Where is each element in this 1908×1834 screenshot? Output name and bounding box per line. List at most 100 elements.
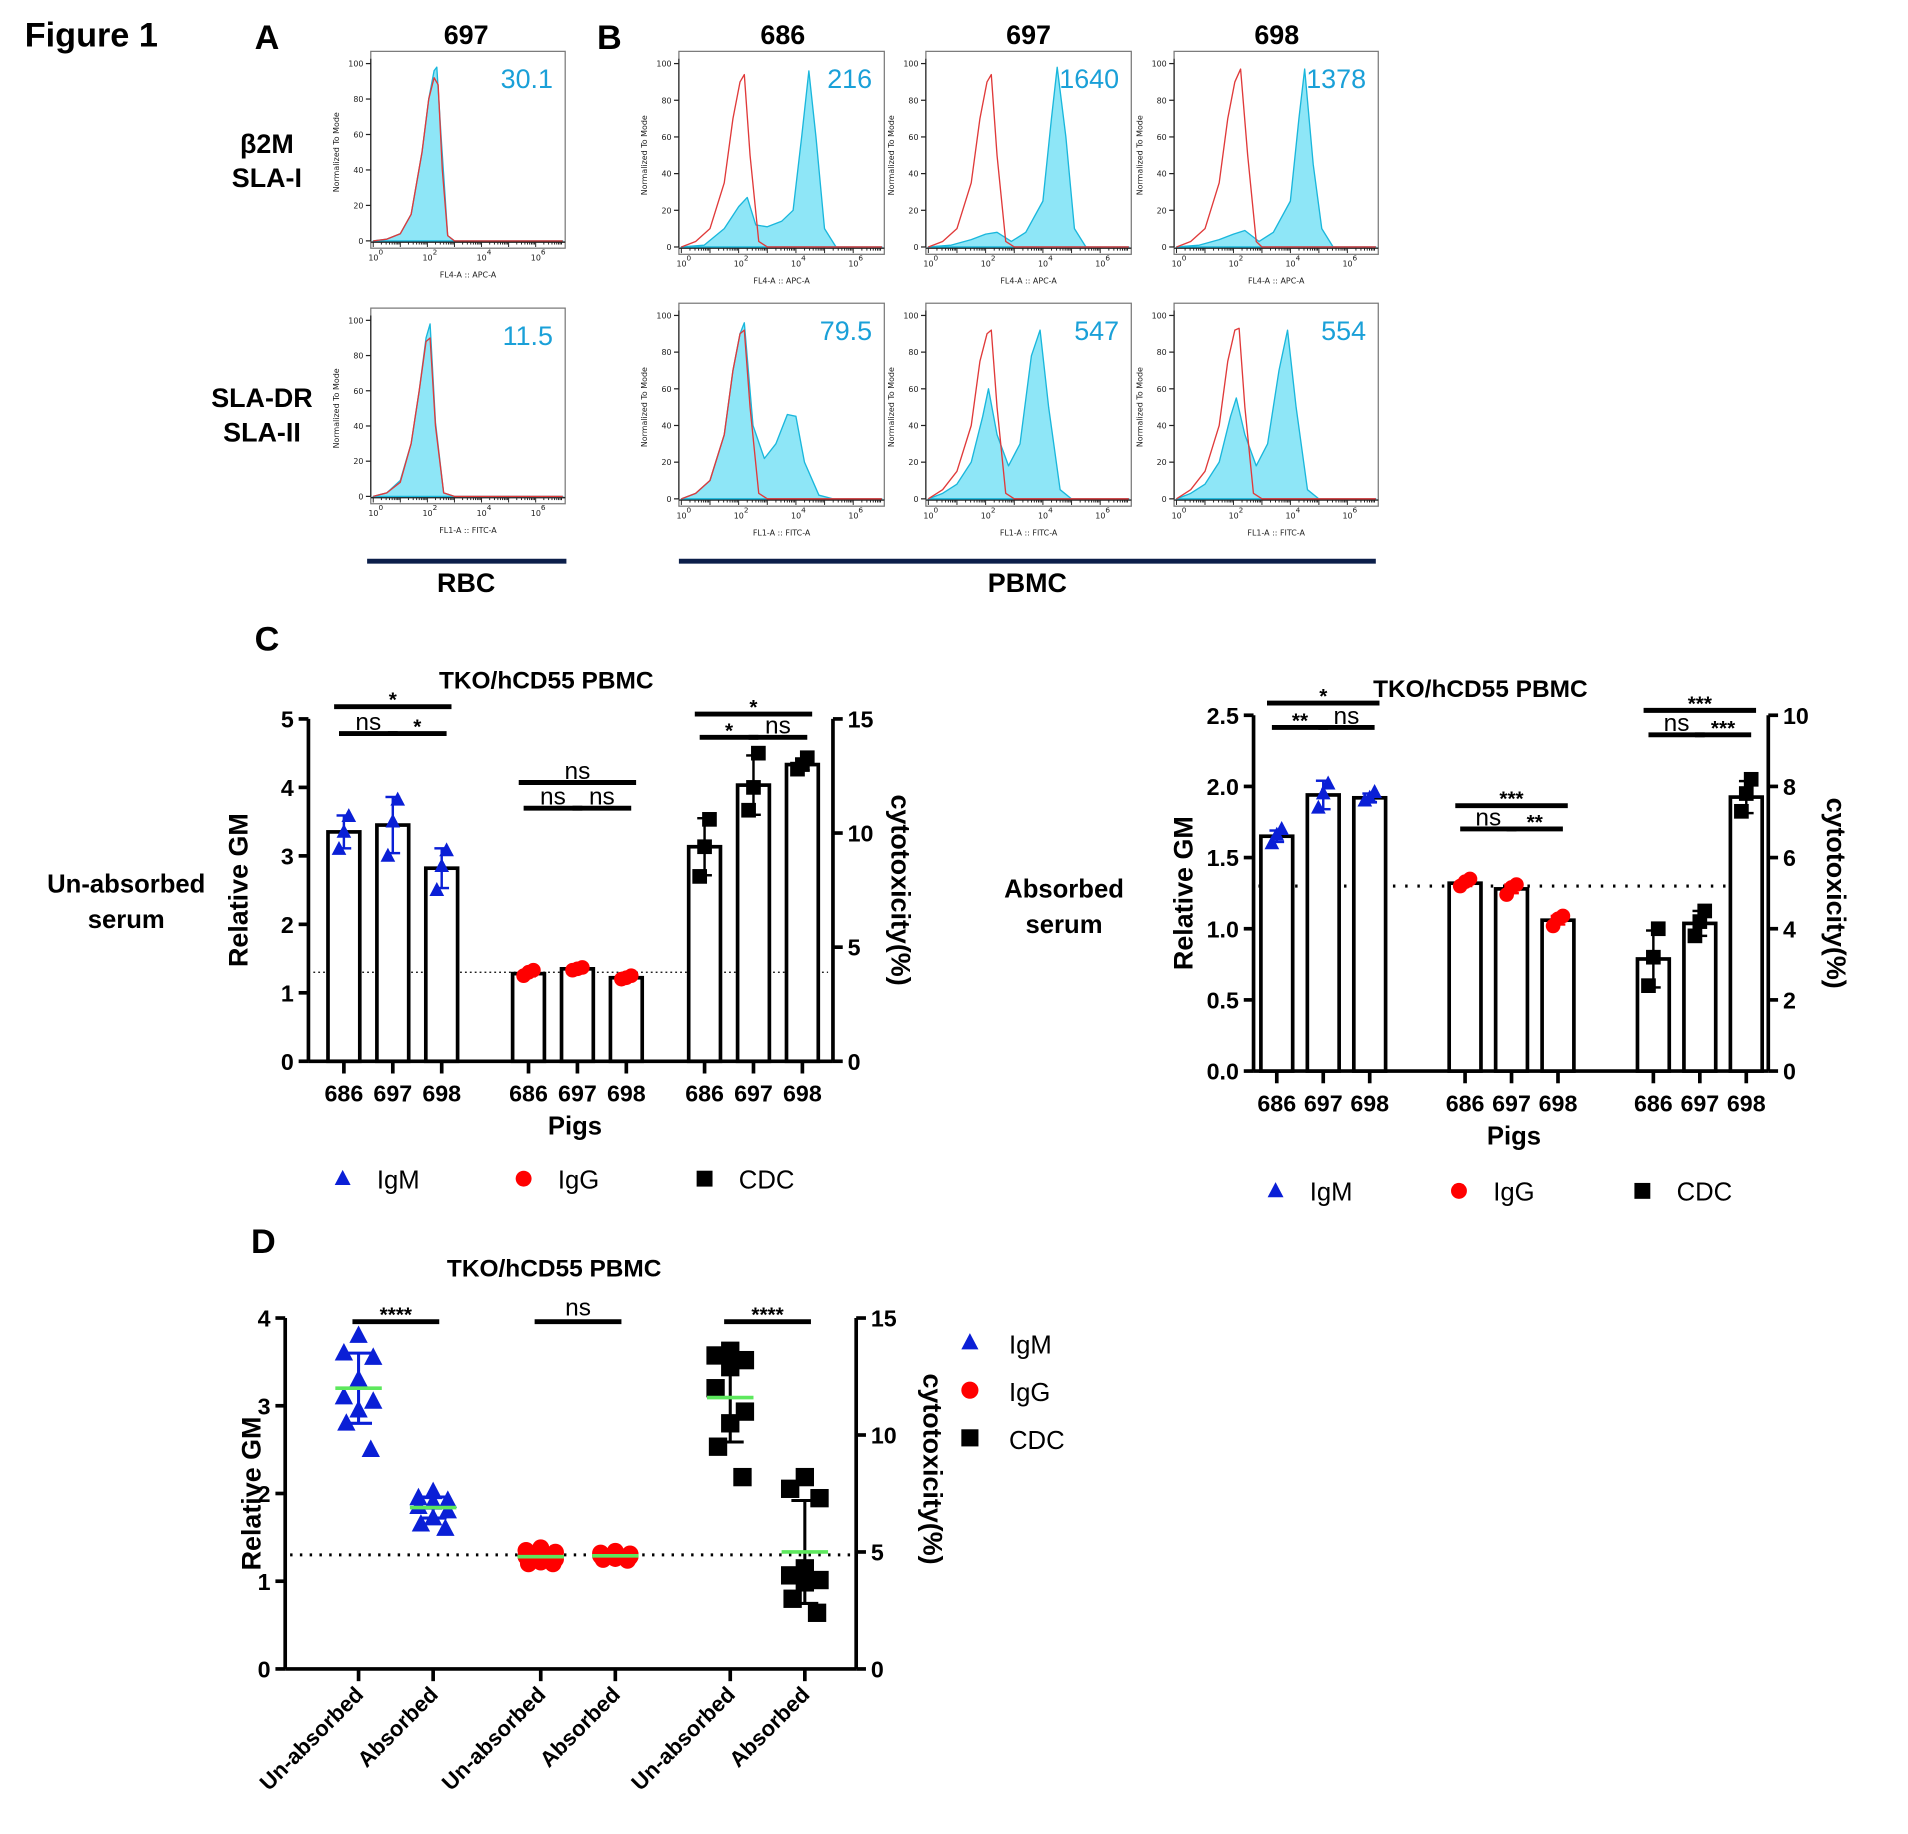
y-axis-label-right: cytotoxicity(%) bbox=[917, 1373, 947, 1564]
marker-square bbox=[1634, 1182, 1651, 1199]
bar-igm bbox=[1351, 795, 1388, 1073]
x-tick-label: 100 bbox=[1172, 253, 1187, 268]
y-tick-label: 0 bbox=[1162, 243, 1167, 252]
marker-triangle bbox=[1320, 775, 1336, 790]
x-tick-label: 104 bbox=[1038, 253, 1053, 268]
marker-square bbox=[1697, 903, 1713, 919]
y-axis-label: Relative GM bbox=[237, 1417, 267, 1571]
mfi-value: 79.5 bbox=[820, 316, 872, 346]
y-tick-label: 80 bbox=[1157, 348, 1167, 357]
x-tick-label: 102 bbox=[422, 247, 437, 262]
y-tick-label: 1 bbox=[281, 980, 294, 1006]
y-tick-label: 0.0 bbox=[1207, 1059, 1239, 1085]
marker-square bbox=[780, 1479, 800, 1498]
significance-label: **** bbox=[751, 1304, 784, 1327]
y-tick-label: 80 bbox=[908, 96, 918, 105]
y-tick-label-right: 10 bbox=[848, 821, 874, 847]
y-tick-label: 3 bbox=[281, 843, 294, 869]
significance-label: ns bbox=[565, 1295, 591, 1322]
significance-label: ns bbox=[355, 709, 381, 736]
marker-triangle bbox=[1315, 785, 1331, 800]
marker-triangle bbox=[1264, 835, 1280, 850]
marker-triangle bbox=[361, 1439, 380, 1457]
marker-square bbox=[783, 1589, 802, 1608]
x-tick-label: 697 bbox=[1492, 1090, 1531, 1116]
legend: IgM IgG CDC bbox=[961, 1331, 1065, 1455]
group-bar-rbc bbox=[367, 558, 567, 564]
group-label-rbc: RBC bbox=[437, 568, 495, 598]
significance-label: * bbox=[413, 716, 422, 739]
row-label: Un-absorbed bbox=[47, 871, 205, 899]
legend-label-cdc: CDC bbox=[1677, 1179, 1733, 1207]
y-tick-label: 3 bbox=[258, 1393, 271, 1419]
y-tick-label: 20 bbox=[908, 458, 918, 467]
x-axis-label: FL1-A :: FITC-A bbox=[1247, 529, 1305, 538]
marker-triangle bbox=[961, 1333, 979, 1350]
y-tick-label-right: 0 bbox=[848, 1049, 861, 1075]
col-title-a-697: 697 bbox=[444, 20, 489, 50]
marker-square bbox=[721, 1357, 740, 1377]
bar-igg bbox=[1540, 918, 1576, 1073]
significance-label: *** bbox=[1688, 692, 1713, 715]
y-tick-label: 80 bbox=[661, 96, 671, 105]
marker-square bbox=[810, 1570, 829, 1590]
y-tick-label: 40 bbox=[353, 422, 363, 431]
control-histogram bbox=[1176, 68, 1376, 248]
mfi-value: 30.1 bbox=[501, 64, 553, 94]
marker-triangle bbox=[436, 1518, 455, 1536]
bar-igg bbox=[1447, 881, 1483, 1073]
x-tick-label: 686 bbox=[325, 1081, 364, 1107]
x-tick-label: 100 bbox=[1172, 505, 1187, 520]
y-tick-label: 0 bbox=[667, 495, 672, 504]
y-tick-label: 0 bbox=[913, 495, 918, 504]
legend-label-cdc: CDC bbox=[739, 1166, 795, 1194]
legend-label-igg: IgG bbox=[558, 1166, 599, 1194]
group-bar-pbmc bbox=[678, 558, 1376, 564]
row-label-sla-i: SLA-I bbox=[232, 163, 302, 193]
y-tick-label: 100 bbox=[656, 312, 671, 321]
y-tick-label: 20 bbox=[1157, 458, 1167, 467]
mfi-value: 1640 bbox=[1059, 64, 1119, 94]
x-tick-label: 698 bbox=[607, 1081, 646, 1107]
marker-triangle bbox=[334, 1343, 354, 1361]
x-tick-label: 104 bbox=[1286, 253, 1301, 268]
legend-label-igg: IgG bbox=[1009, 1379, 1050, 1407]
control-histogram bbox=[1176, 327, 1376, 500]
x-axis-label: FL4-A :: APC-A bbox=[440, 271, 497, 280]
y-axis-label: Normalized To Mode bbox=[887, 115, 896, 195]
significance-label: ns bbox=[1334, 703, 1360, 730]
y-tick-label: 40 bbox=[661, 422, 671, 431]
y-tick-label: 0 bbox=[913, 243, 918, 252]
significance-label: ns bbox=[765, 713, 791, 740]
chart-c-unabsorbed: TKO/hCD55 PBMC Un-absorbed serum 0 1 2 3 4 5 0 5 10… bbox=[47, 667, 916, 1194]
legend-label-igm: IgM bbox=[377, 1166, 420, 1194]
marker-triangle bbox=[439, 842, 454, 857]
y-tick-label: 80 bbox=[353, 95, 363, 104]
marker-square bbox=[795, 1573, 815, 1592]
marker-triangle bbox=[334, 1169, 351, 1186]
y-tick-label: 40 bbox=[1157, 422, 1167, 431]
x-tick-label: 106 bbox=[848, 505, 863, 520]
x-tick-label: Absorbed bbox=[353, 1682, 443, 1772]
sample-histogram bbox=[927, 329, 1130, 500]
y-tick-label: 20 bbox=[353, 457, 363, 466]
x-tick-label: 104 bbox=[1038, 505, 1053, 520]
y-tick-label: 60 bbox=[661, 133, 671, 142]
chart-d-comparison: TKO/hCD55 PBMC 0 1 2 3 4 0 5 10 15 Relative GM cyto… bbox=[237, 1255, 1065, 1795]
marker-square bbox=[735, 1350, 755, 1370]
y-tick-label: 0.5 bbox=[1207, 987, 1239, 1013]
panel-label-d: D bbox=[251, 1223, 276, 1261]
x-tick-label: 106 bbox=[1095, 505, 1110, 520]
marker-square bbox=[708, 1437, 728, 1456]
x-tick-label: 698 bbox=[422, 1081, 461, 1107]
x-tick-label: 698 bbox=[1350, 1090, 1389, 1116]
bar-igg bbox=[1493, 887, 1530, 1073]
marker-square bbox=[1738, 786, 1754, 801]
y-tick-label: 80 bbox=[908, 348, 918, 357]
marker-square bbox=[692, 869, 708, 884]
control-histogram bbox=[928, 73, 1129, 248]
x-tick-label: 102 bbox=[422, 503, 437, 518]
marker-circle bbox=[526, 962, 541, 978]
